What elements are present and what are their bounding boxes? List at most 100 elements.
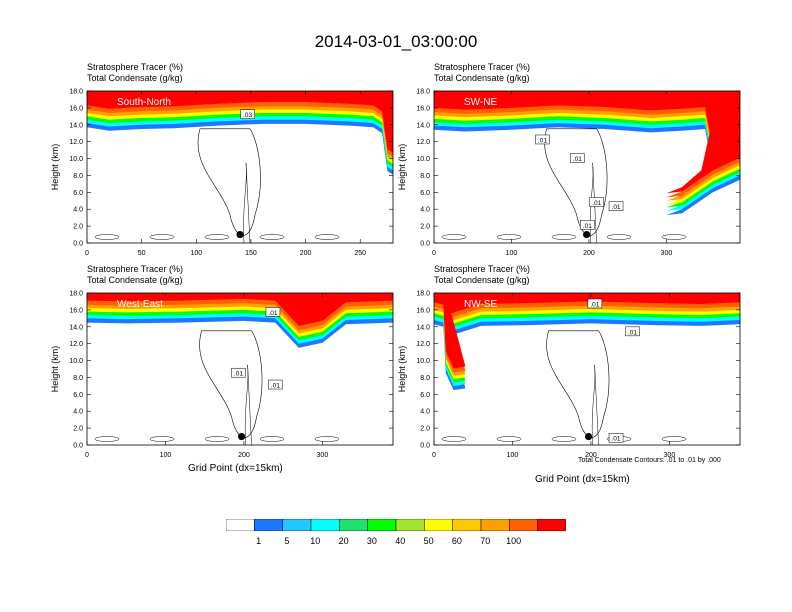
y-tick-label: 18.0: [69, 89, 83, 96]
condensate-contour: [314, 234, 340, 240]
page-title: 2014-03-01_03:00:00: [314, 32, 478, 51]
condensate-contour: [204, 234, 230, 240]
x-tick-label: 150: [245, 250, 257, 257]
location-marker: [584, 432, 593, 441]
y-tick-label: 4.0: [73, 207, 83, 214]
tracer-band: [87, 91, 393, 157]
condensate-contour: [149, 234, 175, 240]
colorbar-swatch: [509, 518, 538, 532]
y-tick-label: 14.0: [416, 122, 430, 129]
y-tick-label: 2.0: [420, 224, 430, 231]
contour-label: .01: [590, 301, 599, 308]
contour-label-box: [231, 367, 246, 378]
y-tick-label: 0.0: [420, 241, 430, 248]
y-tick-label: 10.0: [416, 156, 430, 163]
colorbar-swatch: [424, 518, 453, 532]
condensate-contour: [204, 436, 230, 442]
contour-label-box: [535, 134, 550, 145]
panel-header-condensate: Total Condensate (g/kg): [434, 73, 530, 83]
tracer-band: [87, 91, 393, 153]
contour-label-box: [240, 109, 255, 119]
y-tick-label: 8.0: [73, 375, 83, 382]
x-tick-label: 300: [664, 452, 676, 459]
location-marker: [237, 432, 246, 441]
y-tick-label: 8.0: [420, 375, 430, 382]
y-axis-title: Height (km): [50, 346, 60, 393]
x-axis-title: Grid Point (dx=15km): [188, 463, 283, 474]
y-tick-label: 16.0: [416, 307, 430, 314]
plot-frame: [86, 90, 394, 244]
y-tick-label: 6.0: [73, 190, 83, 197]
contour-label-box: [580, 220, 595, 230]
contour-label-box: [268, 379, 283, 390]
x-tick-label: 200: [585, 452, 597, 459]
contour-label: .01: [612, 436, 621, 443]
y-tick-label: 12.0: [416, 139, 430, 146]
contour-label: .01: [573, 156, 582, 163]
colorbar-label: 1: [256, 536, 262, 546]
colorbar-label: 50: [423, 536, 434, 546]
y-tick-label: 14.0: [69, 324, 83, 331]
y-tick-label: 10.0: [416, 358, 430, 365]
y-tick-label: 4.0: [420, 409, 430, 416]
condensate-contour: [496, 436, 522, 442]
cross-section-plot: West-East .01 .01 .01 0.0 2.0 4.0 6.0 8.0 10.0 12.…: [50, 291, 394, 459]
x-tick-label: 200: [300, 250, 312, 257]
cross-section-plot: South-North .03 0.0 2.0 4.0 6.0 8.0 10.0 12.0 14.…: [50, 89, 394, 257]
y-tick-label: 4.0: [420, 207, 430, 214]
panel-header-tracer: Stratosphere Tracer (%): [87, 62, 184, 72]
condensate-contour: [243, 162, 251, 243]
x-tick-label: 300: [661, 250, 673, 257]
cross-section-plot: SW-NE .01 .01 .01 .01 .01 0.0 2.0 4.0 6.0 8.0 10.0 1…: [397, 89, 741, 257]
x-tick-label: 100: [506, 250, 518, 257]
y-axis-title: Height (km): [397, 346, 407, 393]
y-tick-label: 12.0: [416, 341, 430, 348]
condensate-contour: [314, 436, 340, 442]
colorbar-label: 20: [338, 536, 349, 546]
condensate-contour: [94, 436, 120, 442]
panel-header-condensate: Total Condensate (g/kg): [87, 73, 183, 83]
colorbar-swatch: [254, 518, 283, 532]
condensate-contour: [606, 234, 632, 240]
plot-frame: [433, 90, 741, 244]
x-tick-label: 200: [238, 452, 250, 459]
contour-label-box: [625, 326, 640, 337]
contour-label: .01: [538, 137, 547, 144]
y-tick-label: 6.0: [420, 392, 430, 399]
y-tick-label: 14.0: [69, 122, 83, 129]
y-tick-label: 2.0: [73, 224, 83, 231]
x-tick-label: 250: [354, 250, 366, 257]
location-marker: [236, 230, 244, 239]
panel-header-tracer: Stratosphere Tracer (%): [434, 264, 531, 274]
panel-header-condensate: Total Condensate (g/kg): [434, 275, 530, 285]
contour-label: .01: [234, 371, 243, 378]
contour-label: .01: [271, 383, 280, 390]
x-tick-label: 100: [507, 452, 519, 459]
contour-label: .01: [592, 200, 601, 207]
panel-name: SW-NE: [464, 97, 497, 108]
contour-label-box: [570, 153, 585, 163]
y-axis-title: Height (km): [397, 144, 407, 191]
x-axis-title: Grid Point (dx=15km): [535, 474, 630, 485]
x-tick-label: 0: [432, 452, 436, 459]
tracer-band: [87, 293, 393, 326]
condensate-contour: [441, 234, 467, 240]
colorbar-swatch: [395, 518, 425, 532]
condensate-contour: [199, 330, 263, 438]
colorbar-swatch: [452, 518, 482, 532]
x-tick-label: 0: [85, 250, 89, 257]
condensate-contour: [94, 234, 120, 240]
condensate-contour: [441, 436, 467, 442]
x-tick-label: 100: [190, 250, 202, 257]
colorbar-swatch: [310, 518, 340, 532]
colorbar-label: 10: [310, 536, 321, 546]
colorbar-swatch: [282, 518, 312, 532]
contour-label-box: [587, 298, 603, 309]
y-tick-label: 4.0: [73, 409, 83, 416]
y-tick-label: 16.0: [69, 105, 83, 112]
condensate-contour: [589, 162, 597, 243]
tracer-band: [434, 293, 740, 369]
x-tick-label: 100: [160, 452, 172, 459]
colorbar-label: 100: [506, 536, 522, 546]
cross-section-plot: NW-SE .01 .01 .01 0.0 2.0 4.0 6.0 8.0 10.0 12.0 14.…: [397, 291, 741, 459]
